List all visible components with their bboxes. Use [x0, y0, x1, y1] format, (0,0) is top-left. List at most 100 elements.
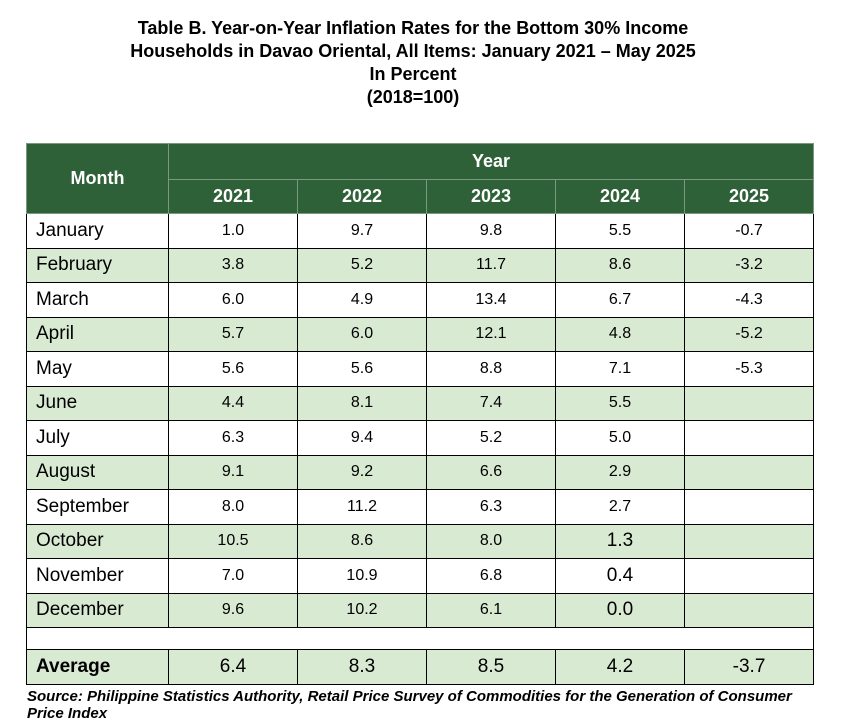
value-cell-2025: [683, 385, 815, 421]
month-cell: August: [26, 454, 169, 490]
table-row: February 3.8 5.2 11.7 8.6 -3.2: [26, 247, 815, 283]
value-cell-2024: 5.5: [555, 385, 685, 421]
value-cell-2021: 9.6: [168, 592, 298, 628]
value-cell-2022: 11.2: [297, 489, 427, 525]
value-cell-2024: 5.5: [555, 213, 685, 249]
value-cell-2022: 5.6: [297, 351, 427, 387]
table-row: December 9.6 10.2 6.1 0.0: [26, 592, 815, 628]
table-row: January 1.0 9.7 9.8 5.5 -0.7: [26, 213, 815, 249]
header-year-2022: 2022: [297, 178, 427, 214]
month-cell: October: [26, 523, 169, 559]
value-cell-2021: 10.5: [168, 523, 298, 559]
average-2021: 6.4: [168, 649, 298, 685]
value-cell-2023: 6.3: [426, 489, 556, 525]
value-cell-2025: [683, 454, 815, 490]
value-cell-2025: [683, 523, 815, 559]
value-cell-2022: 8.6: [297, 523, 427, 559]
title-line-2: Households in Davao Oriental, All Items:…: [130, 41, 696, 61]
value-cell-2023: 6.8: [426, 558, 556, 594]
value-cell-2022: 9.4: [297, 420, 427, 456]
value-cell-2025: -5.2: [683, 316, 815, 352]
table-row: March 6.0 4.9 13.4 6.7 -4.3: [26, 282, 815, 318]
table-row: August 9.1 9.2 6.6 2.9: [26, 454, 815, 490]
value-cell-2022: 10.2: [297, 592, 427, 628]
value-cell-2025: [683, 558, 815, 594]
value-cell-2021: 1.0: [168, 213, 298, 249]
value-cell-2022: 8.1: [297, 385, 427, 421]
value-cell-2021: 3.8: [168, 247, 298, 283]
average-label: Average: [26, 649, 169, 685]
value-cell-2021: 9.1: [168, 454, 298, 490]
value-cell-2021: 8.0: [168, 489, 298, 525]
month-cell: January: [26, 213, 169, 249]
value-cell-2021: 7.0: [168, 558, 298, 594]
value-cell-2024: 6.7: [555, 282, 685, 318]
average-row: Average 6.4 8.3 8.5 4.2 -3.7: [26, 649, 815, 685]
value-cell-2021: 5.7: [168, 316, 298, 352]
value-cell-2025: [683, 420, 815, 456]
header-year: Year: [167, 143, 815, 180]
value-cell-2024: 8.6: [555, 247, 685, 283]
value-cell-2025: -3.2: [683, 247, 815, 283]
average-2024: 4.2: [555, 649, 685, 685]
value-cell-2021: 4.4: [168, 385, 298, 421]
month-cell: December: [26, 592, 169, 628]
value-cell-2023: 6.1: [426, 592, 556, 628]
value-cell-2024: 2.9: [555, 454, 685, 490]
value-cell-2022: 5.2: [297, 247, 427, 283]
value-cell-2023: 11.7: [426, 247, 556, 283]
table-row: May 5.6 5.6 8.8 7.1 -5.3: [26, 351, 815, 387]
month-cell: May: [26, 351, 169, 387]
value-cell-2024: 0.4: [555, 558, 685, 594]
title-line-4: (2018=100): [366, 87, 460, 107]
source-note: Source: Philippine Statistics Authority,…: [27, 688, 792, 722]
table-title: Table B. Year-on-Year Inflation Rates fo…: [0, 17, 826, 109]
spacer-row: [25, 627, 815, 650]
month-cell: July: [26, 420, 169, 456]
average-2023: 8.5: [426, 649, 556, 685]
header-year-2025: 2025: [683, 178, 815, 214]
value-cell-2025: [683, 592, 815, 628]
header-month: Month: [26, 143, 169, 214]
value-cell-2023: 12.1: [426, 316, 556, 352]
value-cell-2023: 5.2: [426, 420, 556, 456]
value-cell-2024: 2.7: [555, 489, 685, 525]
month-cell: June: [26, 385, 169, 421]
month-cell: September: [26, 489, 169, 525]
value-cell-2023: 9.8: [426, 213, 556, 249]
value-cell-2022: 4.9: [297, 282, 427, 318]
header-year-2024: 2024: [555, 178, 685, 214]
value-cell-2024: 7.1: [555, 351, 685, 387]
value-cell-2025: [683, 489, 815, 525]
value-cell-2023: 6.6: [426, 454, 556, 490]
table-row: June 4.4 8.1 7.4 5.5: [26, 385, 815, 421]
header-year-2023: 2023: [426, 178, 556, 214]
value-cell-2022: 10.9: [297, 558, 427, 594]
table-row: November 7.0 10.9 6.8 0.4: [26, 558, 815, 594]
table-row: April 5.7 6.0 12.1 4.8 -5.2: [26, 316, 815, 352]
month-cell: February: [26, 247, 169, 283]
value-cell-2023: 8.0: [426, 523, 556, 559]
value-cell-2025: -4.3: [683, 282, 815, 318]
value-cell-2025: -0.7: [683, 213, 815, 249]
value-cell-2023: 8.8: [426, 351, 556, 387]
value-cell-2022: 9.2: [297, 454, 427, 490]
value-cell-2024: 0.0: [555, 592, 685, 628]
month-cell: November: [26, 558, 169, 594]
header-year-2021: 2021: [168, 178, 298, 214]
month-cell: April: [26, 316, 169, 352]
value-cell-2021: 6.3: [168, 420, 298, 456]
title-line-3: In Percent: [369, 64, 457, 84]
spacer-cell: [25, 627, 815, 650]
inflation-table: Month Year 2021 2022 2023 2024 2025 Janu…: [25, 143, 815, 685]
value-cell-2022: 6.0: [297, 316, 427, 352]
table-row: September 8.0 11.2 6.3 2.7: [26, 489, 815, 525]
title-line-1: Table B. Year-on-Year Inflation Rates fo…: [137, 18, 689, 38]
value-cell-2023: 13.4: [426, 282, 556, 318]
value-cell-2023: 7.4: [426, 385, 556, 421]
average-2025: -3.7: [683, 649, 815, 685]
month-cell: March: [26, 282, 169, 318]
value-cell-2025: -5.3: [683, 351, 815, 387]
average-2022: 8.3: [297, 649, 427, 685]
value-cell-2021: 5.6: [168, 351, 298, 387]
